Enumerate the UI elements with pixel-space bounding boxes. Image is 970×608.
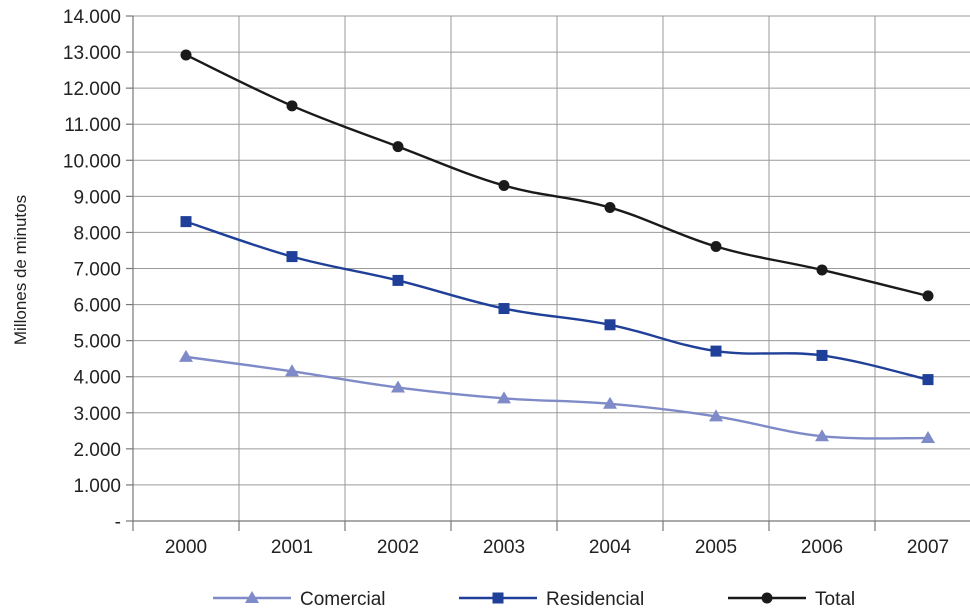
legend-label-total: Total (815, 589, 855, 608)
x-tick-label: 2004 (589, 537, 632, 558)
data-point-comercial (603, 396, 617, 409)
y-tick-label: 3.000 (73, 404, 121, 425)
data-point-comercial (179, 349, 193, 362)
series (179, 49, 935, 444)
data-point-total (498, 180, 510, 192)
y-tick-label: 1.000 (73, 476, 121, 497)
x-tick-label: 2007 (907, 537, 949, 558)
data-point-residencial (604, 319, 616, 331)
x-tick-label: 2000 (165, 537, 207, 558)
data-point-total (604, 202, 616, 214)
data-point-total (816, 264, 828, 276)
series-line-total (185, 53, 929, 298)
x-tick-label: 2001 (271, 537, 313, 558)
legend-item-total: Total (728, 589, 855, 608)
legend-label-residencial: Residencial (546, 589, 644, 608)
legend-marker-comercial (245, 591, 259, 603)
data-point-total (922, 290, 934, 302)
y-tick-label: 2.000 (73, 440, 121, 461)
series-residencial (180, 216, 934, 386)
y-tick-labels: - 1.000 2.000 3.000 4.000 5.000 6.000 7.000 8.00… (63, 7, 121, 533)
legend-marker-residencial (492, 592, 504, 604)
data-point-total (710, 240, 722, 252)
legend-label-comercial: Comercial (300, 589, 386, 608)
y-axis-label: Millones de minutos (11, 195, 30, 345)
series-total (180, 49, 934, 302)
y-tick-label: 12.000 (63, 79, 121, 100)
series-comercial (179, 349, 935, 444)
legend-marker-total (761, 592, 773, 604)
data-point-residencial (180, 216, 192, 228)
grid (133, 15, 970, 521)
data-point-residencial (498, 303, 510, 315)
data-point-total (286, 100, 298, 112)
series-line-residencial (185, 220, 929, 381)
data-point-comercial (391, 380, 405, 393)
data-point-residencial (816, 349, 828, 361)
y-tick-label: 13.000 (63, 43, 121, 64)
legend-item-comercial: Comercial (213, 589, 386, 608)
data-point-residencial (710, 345, 722, 357)
data-point-comercial (921, 431, 935, 444)
y-tick-label: 6.000 (73, 296, 121, 317)
data-point-residencial (286, 251, 298, 263)
data-point-residencial (922, 374, 934, 386)
y-tick-label: 11.000 (64, 115, 121, 136)
data-point-comercial (285, 364, 299, 377)
y-tick-label: 5.000 (73, 332, 121, 353)
legend-item-residencial: Residencial (459, 589, 644, 608)
series-line-comercial (185, 355, 929, 440)
data-point-comercial (709, 409, 723, 422)
y-tick-label: 9.000 (73, 187, 121, 208)
data-point-total (180, 49, 192, 61)
y-tick-label: 8.000 (73, 223, 121, 244)
x-tick-label: 2006 (801, 537, 843, 558)
axes (126, 15, 970, 531)
legend: Comercial Residencial Total (213, 589, 855, 608)
y-tick-label: 10.000 (63, 151, 121, 172)
data-point-total (392, 141, 404, 153)
data-point-residencial (392, 274, 404, 286)
x-tick-labels: 2000 2001 2002 2003 2004 2005 2006 2007 (165, 537, 949, 558)
x-tick-label: 2002 (377, 537, 419, 558)
data-point-comercial (815, 429, 829, 442)
x-tick-label: 2005 (695, 537, 737, 558)
data-point-comercial (497, 391, 511, 404)
x-tick-label: 2003 (483, 537, 525, 558)
y-tick-label: - (115, 512, 121, 533)
y-tick-label: 7.000 (73, 260, 121, 281)
y-tick-label: 4.000 (73, 368, 121, 389)
y-tick-label: 14.000 (63, 7, 121, 28)
